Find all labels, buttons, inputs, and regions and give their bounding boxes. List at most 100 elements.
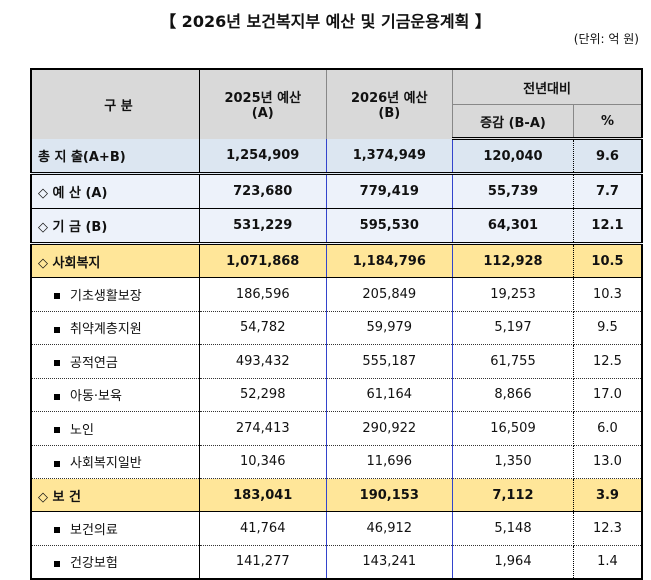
value-change: 8,866 [452,378,574,412]
value-change-text: 5,148 [494,520,532,536]
value-pct: 12.5 [573,344,642,379]
bullet-square-icon [54,527,60,534]
value-change-text: 16,509 [490,420,536,436]
value-2025-text: 1,254,909 [226,147,300,163]
value-pct-text: 1.4 [597,554,618,570]
row-label-text: ◇ 사회복지 [38,255,101,271]
row-label-text: ◇ 기 금 (B) [38,220,108,235]
table-row: 취약계층지원 54,782 59,979 5,197 9.5 [31,311,642,345]
value-2025: 186,596 [199,277,327,312]
value-2026: 143,241 [326,545,454,579]
value-change: 5,197 [452,311,574,345]
value-pct: 7.7 [573,173,642,209]
value-change: 16,509 [452,411,574,446]
table-row: ◇ 예 산 (A) 723,680 779,419 55,739 7.7 [31,173,642,209]
value-2026-text: 46,912 [366,520,413,536]
value-pct: 9.5 [573,311,642,345]
value-2026: 1,374,949 [326,138,454,175]
value-pct-text: 12.3 [592,520,622,536]
value-2026: 595,530 [326,208,454,245]
unit-label: (단위: 억 원) [573,32,639,46]
value-2025: 723,680 [199,173,327,209]
header-2026: 2026년 예산 (B) [326,69,454,139]
value-2026-text: 61,164 [366,387,413,403]
value-pct-text: 9.5 [597,320,618,336]
header-2025: 2025년 예산 (A) [199,69,327,139]
row-label: 사회복지일반 [31,445,200,479]
value-pct: 3.9 [573,478,642,512]
value-2025-text: 723,680 [233,184,293,199]
value-2025-text: 141,277 [235,554,290,570]
value-2026-text: 1,374,949 [352,147,426,163]
value-pct: 1.4 [573,545,642,579]
value-pct: 17.0 [573,378,642,412]
table-row: ◇ 사회복지 1,071,868 1,184,796 112,928 10.5 [31,243,642,278]
row-label: 보건의료 [31,511,200,546]
value-change: 55,739 [452,173,574,209]
table-row: 아동·보육 52,298 61,164 8,866 17.0 [31,378,642,412]
value-2026: 205,849 [326,277,454,312]
row-label-text: ◇ 예 산 (A) [38,186,108,201]
table-row: 총 지 출(A+B) 1,254,909 1,374,949 120,040 9.6 [31,138,642,175]
table-row: 기초생활보장 186,596 205,849 19,253 10.3 [31,277,642,312]
value-2025-text: 52,298 [239,387,286,403]
value-2026: 779,419 [326,173,454,209]
value-2026-text: 11,696 [366,454,413,470]
value-change: 1,350 [452,445,574,479]
value-2026: 59,979 [326,311,454,345]
value-change: 112,928 [452,243,574,278]
row-label-text: 공적연금 [70,355,118,371]
value-pct: 12.1 [573,208,642,245]
value-2025-text: 274,413 [235,420,290,436]
value-2025: 1,254,909 [199,138,327,175]
value-2025: 493,432 [199,344,327,379]
value-change-text: 5,197 [494,320,532,336]
value-pct-text: 13.0 [592,454,622,470]
row-label-text: 노인 [70,422,94,438]
header-category: 구 분 [31,69,200,139]
table-row: 공적연금 493,432 555,187 61,755 12.5 [31,344,642,379]
value-change: 5,148 [452,511,574,546]
row-label: ◇ 사회복지 [31,243,200,278]
value-2026-text: 595,530 [359,218,419,233]
value-pct-text: 3.9 [595,487,619,503]
row-label: 기초생활보장 [31,277,200,312]
value-pct-text: 10.3 [592,286,622,302]
bullet-square-icon [54,393,60,400]
row-label: 공적연금 [31,344,200,379]
value-2026-text: 143,241 [362,554,417,570]
row-label-text: 취약계층지원 [70,322,142,338]
value-2025-text: 54,782 [239,320,286,336]
budget-table: 구 분 2025년 예산 (A) 2026년 예산 (B) 전년대비 증감 (B-A… [30,68,643,580]
row-label: 총 지 출(A+B) [31,138,200,175]
value-change-text: 8,866 [494,387,532,403]
value-2025: 1,071,868 [199,243,327,278]
value-2025-text: 41,764 [239,520,286,536]
value-change-text: 61,755 [490,353,536,369]
row-label-text: ◇ 보 건 [38,489,81,505]
header-2026-label: 2026년 예산 [350,91,428,107]
value-2025: 10,346 [199,445,327,479]
value-2026: 555,187 [326,344,454,379]
table-row: 노인 274,413 290,922 16,509 6.0 [31,411,642,446]
value-2025: 183,041 [199,478,327,512]
bullet-square-icon [54,360,60,367]
value-2025-text: 186,596 [235,286,290,302]
row-label-text: 총 지 출(A+B) [38,149,126,165]
value-change-text: 19,253 [490,286,536,302]
value-pct: 13.0 [573,445,642,479]
value-change: 19,253 [452,277,574,312]
row-label: 취약계층지원 [31,311,200,345]
value-2026-text: 190,153 [359,487,419,503]
value-2025-text: 1,071,868 [226,253,300,269]
value-pct-text: 10.5 [591,253,624,269]
value-2026: 46,912 [326,511,454,546]
value-pct: 9.6 [573,138,642,175]
document-title: 【 2026년 보건복지부 예산 및 기금운용계획 】 [160,12,491,31]
value-change: 7,112 [452,478,574,512]
row-label: 노인 [31,411,200,446]
value-2025: 52,298 [199,378,327,412]
value-change-text: 64,301 [487,218,539,233]
value-2026-text: 1,184,796 [352,253,426,269]
value-2025: 41,764 [199,511,327,546]
